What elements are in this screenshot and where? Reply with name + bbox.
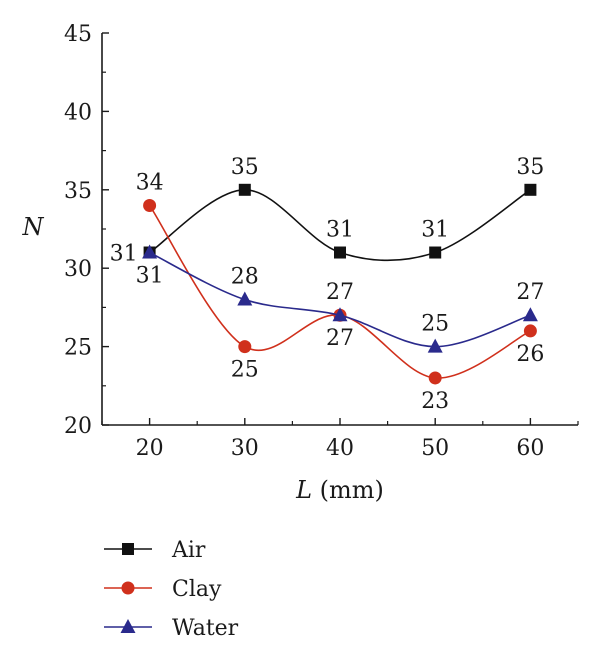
x-tick-label: 50 bbox=[421, 436, 449, 461]
y-tick-label: 25 bbox=[64, 336, 92, 361]
data-label-water: 27 bbox=[326, 280, 354, 305]
data-label-water: 28 bbox=[231, 265, 259, 290]
x-axis-unit: (mm) bbox=[312, 476, 384, 504]
x-tick-label: 40 bbox=[326, 436, 354, 461]
legend-label-clay: Clay bbox=[172, 577, 222, 602]
data-label-water: 25 bbox=[421, 312, 449, 337]
point-air bbox=[429, 246, 442, 259]
legend: Air Clay Water bbox=[104, 538, 239, 641]
data-label-clay: 23 bbox=[421, 389, 449, 414]
legend-item-clay: Clay bbox=[104, 577, 222, 602]
legend-marker-clay bbox=[121, 581, 135, 595]
y-axis-title: N bbox=[22, 213, 45, 241]
data-label-air: 31 bbox=[110, 242, 138, 267]
data-label-clay: 27 bbox=[326, 326, 354, 351]
legend-marker-water bbox=[120, 619, 136, 633]
point-water bbox=[237, 291, 253, 306]
point-clay bbox=[428, 371, 442, 385]
x-tick-label: 20 bbox=[136, 436, 164, 461]
point-air bbox=[238, 183, 251, 196]
point-water bbox=[332, 307, 348, 322]
y-tick-label: 20 bbox=[64, 414, 92, 439]
data-label-air: 35 bbox=[231, 155, 259, 180]
point-clay bbox=[523, 324, 537, 338]
point-clay bbox=[143, 198, 157, 212]
point-water bbox=[427, 338, 443, 353]
y-tick-label: 30 bbox=[64, 257, 92, 282]
series-layer bbox=[142, 183, 538, 385]
legend-item-air: Air bbox=[104, 538, 206, 563]
x-tick-label: 60 bbox=[516, 436, 544, 461]
legend-marker-air bbox=[122, 543, 134, 555]
legend-label-water: Water bbox=[172, 616, 239, 641]
x-axis-title: L (mm) bbox=[295, 476, 384, 504]
y-tick-label: 35 bbox=[64, 179, 92, 204]
data-label-clay: 26 bbox=[516, 342, 544, 367]
point-water bbox=[142, 244, 158, 259]
data-label-air: 31 bbox=[326, 218, 354, 243]
data-label-air: 35 bbox=[516, 155, 544, 180]
point-water bbox=[522, 307, 538, 322]
series-water bbox=[142, 244, 538, 353]
point-air bbox=[524, 183, 537, 196]
data-label-water: 27 bbox=[516, 280, 544, 305]
axes: 20 25 30 35 40 45 20 30 40 50 60 bbox=[64, 22, 579, 461]
point-clay bbox=[238, 340, 252, 354]
y-tick-label: 45 bbox=[64, 22, 92, 47]
point-air bbox=[334, 246, 346, 259]
y-tick-label: 40 bbox=[64, 100, 92, 125]
x-tick-label: 30 bbox=[231, 436, 259, 461]
data-label-clay: 25 bbox=[231, 358, 259, 383]
data-label-air: 31 bbox=[421, 218, 449, 243]
legend-item-water: Water bbox=[104, 616, 239, 641]
data-label-clay: 34 bbox=[136, 170, 164, 195]
series-air bbox=[143, 183, 537, 262]
data-label-water: 31 bbox=[136, 264, 164, 289]
legend-label-air: Air bbox=[171, 538, 206, 563]
x-axis-symbol: L bbox=[295, 476, 312, 504]
